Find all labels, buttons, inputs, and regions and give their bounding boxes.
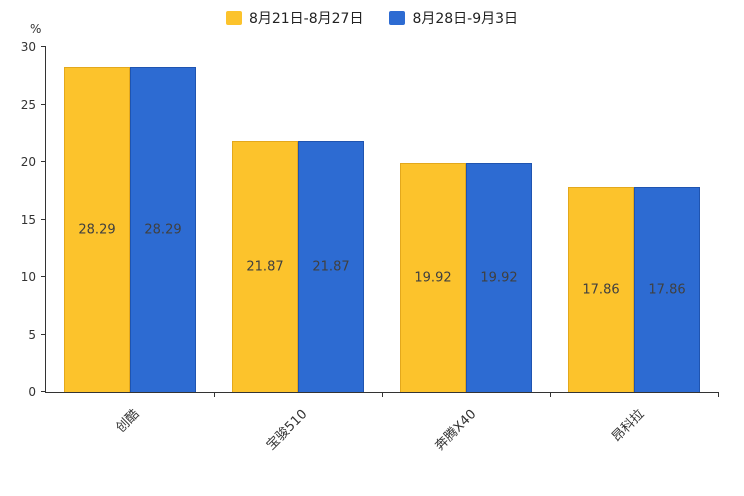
y-tick-mark xyxy=(41,161,46,162)
bar-groups: 28.29 28.29 21.87 21.87 19.92 19.92 17.86 17.86 xyxy=(46,47,718,392)
legend-swatch-icon xyxy=(225,11,242,25)
legend-label: 8月21日-8月27日 xyxy=(248,11,364,27)
bar-8月21日-8月27日-奔腾X40[interactable]: 19.92 xyxy=(400,162,466,392)
bar-value-label: 17.86 xyxy=(648,282,686,298)
x-label-cell-2: 奔腾X40 xyxy=(382,394,550,484)
x-category-label: 奔腾X40 xyxy=(432,406,480,454)
bar-value-label: 21.87 xyxy=(246,259,284,275)
y-tick-mark xyxy=(41,46,46,47)
legend-label: 8月28日-9月3日 xyxy=(412,11,519,27)
x-tick-mark xyxy=(382,392,383,397)
y-tick-label: 15 xyxy=(20,212,36,227)
bar-8月21日-8月27日-昂科拉[interactable]: 17.86 xyxy=(568,186,634,392)
y-tick-label: 30 xyxy=(20,40,36,54)
x-tick-mark xyxy=(718,392,719,397)
x-tick-mark xyxy=(550,392,551,397)
bar-8月28日-9月3日-奔腾X40[interactable]: 19.92 xyxy=(466,162,532,392)
bar-group-1: 21.87 21.87 xyxy=(214,47,382,392)
y-tick-label: 5 xyxy=(28,327,36,342)
x-category-label: 宝骏510 xyxy=(264,406,311,454)
bar-value-label: 28.29 xyxy=(78,222,116,238)
plot-area: 28.29 28.29 21.87 21.87 19.92 19.92 17.86 17.86… xyxy=(21,40,719,399)
bar-group-2: 19.92 19.92 xyxy=(382,47,550,392)
x-axis-labels: 创酷 宝骏510 奔腾X40 昂科拉 xyxy=(45,394,718,484)
y-tick-mark xyxy=(41,276,46,277)
x-label-cell-3: 昂科拉 xyxy=(550,394,718,484)
bar-8月28日-9月3日-创酷[interactable]: 28.29 xyxy=(130,66,196,392)
x-label-cell-0: 创酷 xyxy=(45,394,213,484)
y-tick-label: 10 xyxy=(20,270,36,285)
x-tick-mark xyxy=(214,392,215,397)
bar-group-0: 28.29 28.29 xyxy=(46,47,214,392)
y-tick-mark xyxy=(41,218,46,220)
legend-item-1[interactable]: 8月28日-9月3日 xyxy=(389,8,518,28)
bar-value-label: 19.92 xyxy=(414,270,452,286)
x-label-cell-1: 宝骏510 xyxy=(213,394,381,484)
bar-value-label: 28.29 xyxy=(144,222,182,238)
bar-value-label: 19.92 xyxy=(480,270,518,286)
y-axis-unit-label: % xyxy=(30,22,42,36)
legend-swatch-icon xyxy=(389,11,406,25)
x-category-label: 创酷 xyxy=(113,406,143,436)
bar-value-label: 21.87 xyxy=(312,259,350,275)
x-category-label: 昂科拉 xyxy=(609,406,648,446)
bar-group-3: 17.86 17.86 xyxy=(550,47,718,392)
bar-8月28日-9月3日-昂科拉[interactable]: 17.86 xyxy=(634,186,700,392)
bar-8月21日-8月27日-创酷[interactable]: 28.29 xyxy=(64,66,130,392)
chart-legend: 8月21日-8月27日 8月28日-9月3日 xyxy=(0,8,744,28)
y-tick-mark xyxy=(41,333,46,335)
y-tick-label: 25 xyxy=(20,97,36,112)
bar-8月21日-8月27日-宝骏510[interactable]: 21.87 xyxy=(232,140,298,392)
legend-item-0[interactable]: 8月21日-8月27日 xyxy=(225,8,364,28)
y-tick-mark xyxy=(41,103,46,105)
y-tick-label: 0 xyxy=(28,385,36,399)
y-tick-label: 20 xyxy=(20,155,36,170)
y-tick-mark xyxy=(41,391,46,392)
bar-value-label: 17.86 xyxy=(582,282,620,298)
bar-8月28日-9月3日-宝骏510[interactable]: 21.87 xyxy=(298,140,364,392)
